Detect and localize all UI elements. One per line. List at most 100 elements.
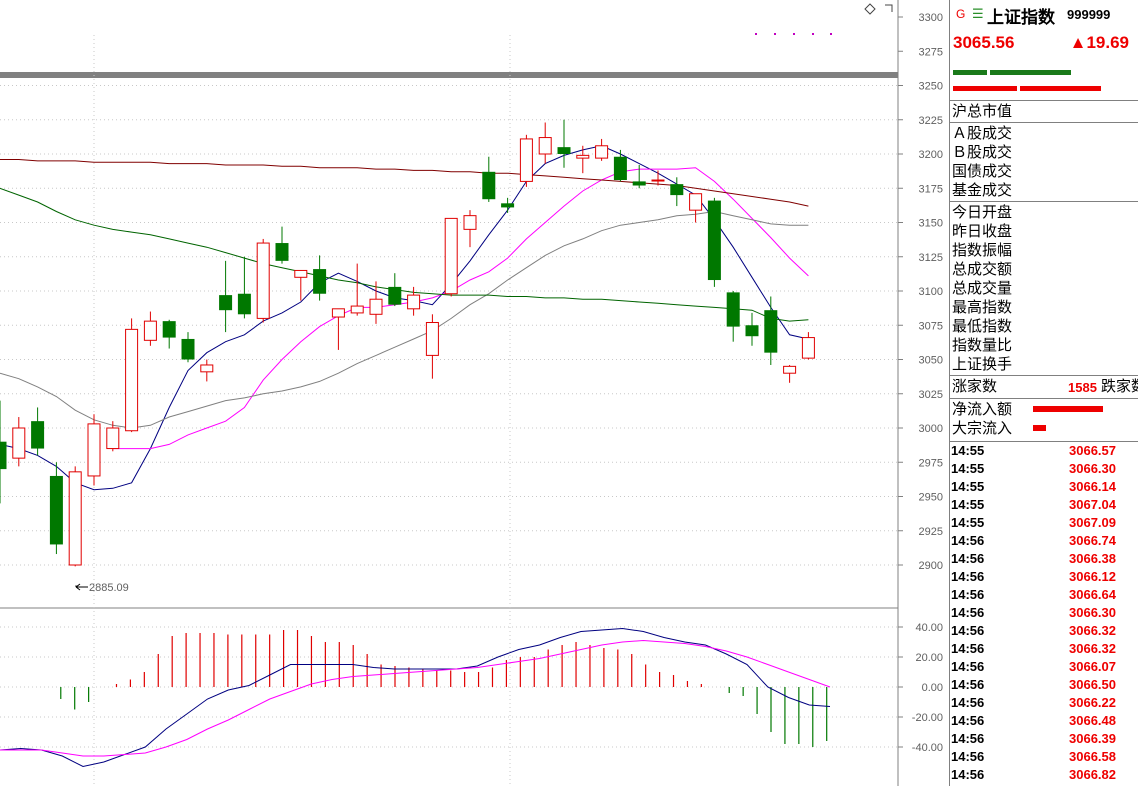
tick-row: 14:56 3066.50 — [950, 676, 1138, 694]
tick-price: 3066.12 — [1069, 569, 1116, 584]
tick-list[interactable]: 14:55 3066.57 14:55 3066.30 14:55 3066.14 14:5… — [950, 441, 1138, 782]
turnover-section: Ａ股成交 Ｂ股成交 国债成交 基金成交 — [950, 122, 1138, 203]
candle-body-up — [256, 242, 270, 319]
tick-row: 14:55 3066.57 — [950, 442, 1138, 460]
price-tick-label: 3250 — [919, 81, 943, 93]
quote-header: G ☰ 上证指数 999999 3065.56 ▲19.69 — [950, 0, 1138, 100]
price-tick-label: 2950 — [919, 492, 943, 504]
candle-body-up — [783, 365, 797, 374]
macd-tick-label: 40.00 — [915, 622, 943, 634]
tick-row: 14:56 3066.82 — [950, 766, 1138, 784]
tick-price: 3066.32 — [1069, 623, 1116, 638]
buy-strength-bar-right — [990, 70, 1071, 75]
net-inflow-label: 净流入额 — [952, 401, 1013, 418]
ma5-line — [0, 145, 809, 491]
tick-time: 14:56 — [951, 695, 985, 710]
tick-time: 14:56 — [951, 749, 985, 764]
g-icon[interactable]: G — [956, 7, 966, 21]
candle-body-up — [331, 308, 345, 318]
market-cap-section: 沪总市值 — [950, 100, 1138, 123]
tick-time: 14:56 — [951, 551, 985, 566]
price-tick-label: 3000 — [919, 423, 943, 435]
low-marker-head — [75, 583, 81, 591]
candle-body-down — [49, 475, 63, 545]
tick-price: 3066.58 — [1069, 749, 1116, 764]
kline-chart-area[interactable]: 3300 3275 3250 3225 3200 3175 3150 3125 3100 3075… — [0, 0, 948, 786]
tick-price: 3066.38 — [1069, 551, 1116, 566]
candle-body-up — [68, 471, 82, 566]
tick-price: 3066.48 — [1069, 713, 1116, 728]
price-tick-label: 3275 — [919, 46, 943, 58]
advancers-count: 1585 — [1068, 380, 1097, 395]
tick-row: 14:55 3067.04 — [950, 496, 1138, 514]
tick-price: 3066.30 — [1069, 461, 1116, 476]
dea-line — [0, 639, 831, 757]
candle-body-up — [294, 269, 308, 278]
high-label: 最高指数 — [952, 299, 1013, 316]
tick-price: 3066.32 — [1069, 641, 1116, 656]
macd-tick-label: -20.00 — [912, 712, 943, 724]
price-change: ▲19.69 — [1069, 33, 1129, 52]
kline-chart[interactable]: 3300 3275 3250 3225 3200 3175 3150 3125 3100 3075… — [0, 0, 948, 786]
tick-row: 14:56 3066.30 — [950, 604, 1138, 622]
macd-tick-label: 20.00 — [915, 652, 943, 664]
candle-body-up — [463, 215, 477, 230]
tick-time: 14:56 — [951, 677, 985, 692]
price-tick-label: 2925 — [919, 526, 943, 538]
dif-line — [0, 627, 831, 768]
advancers-label: 涨家数 — [952, 378, 998, 395]
tick-row: 14:55 3067.09 — [950, 514, 1138, 532]
tick-time: 14:56 — [951, 713, 985, 728]
tick-price: 3066.74 — [1069, 533, 1116, 548]
tick-price: 3066.39 — [1069, 731, 1116, 746]
candle-body-down — [275, 243, 289, 261]
marker-dot — [830, 33, 832, 35]
tick-row: 14:56 3066.58 — [950, 748, 1138, 766]
tick-price: 3066.14 — [1069, 479, 1116, 494]
tick-time: 14:56 — [951, 569, 985, 584]
price-tick-label: 3150 — [919, 218, 943, 230]
tick-price: 3066.82 — [1069, 767, 1116, 782]
candle-body-up — [407, 294, 421, 310]
tick-time: 14:56 — [951, 623, 985, 638]
tick-row: 14:56 3066.48 — [950, 712, 1138, 730]
candle-body-down — [613, 156, 627, 181]
ma120-line — [0, 159, 809, 207]
candle-body-up — [576, 154, 590, 159]
candle-body-down — [745, 325, 759, 337]
price-tick-label: 2900 — [919, 560, 943, 572]
candlesticks[interactable] — [0, 119, 815, 567]
tick-time: 14:56 — [951, 731, 985, 746]
marker-dot — [812, 33, 814, 35]
corner-icon — [885, 4, 893, 12]
tick-row: 14:56 3066.64 — [950, 586, 1138, 604]
price-tick-label: 3075 — [919, 320, 943, 332]
candle-body-up — [87, 423, 101, 477]
price-tick-label: 3300 — [919, 12, 943, 24]
menu-icon[interactable]: ☰ — [972, 6, 984, 21]
candle-body-up — [143, 320, 157, 341]
tick-row: 14:56 3066.22 — [950, 694, 1138, 712]
ma60-line — [0, 187, 809, 322]
price-tick-label: 3050 — [919, 355, 943, 367]
candle-body-down — [219, 295, 233, 311]
tick-price: 3066.64 — [1069, 587, 1116, 602]
tick-row: 14:56 3066.32 — [950, 640, 1138, 658]
low-marker-label: 2885.09 — [89, 582, 129, 594]
tick-time: 14:55 — [951, 461, 985, 476]
tick-time: 14:56 — [951, 641, 985, 656]
macd-tick-label: 0.00 — [922, 682, 943, 694]
tick-price: 3066.57 — [1069, 443, 1116, 458]
tick-time: 14:56 — [951, 659, 985, 674]
tick-time: 14:55 — [951, 443, 985, 458]
tick-row: 14:55 3066.30 — [950, 460, 1138, 478]
tick-time: 14:55 — [951, 515, 985, 530]
price-tick-label: 3100 — [919, 286, 943, 298]
candle-body-up — [538, 137, 552, 155]
candle-body-up — [200, 364, 214, 373]
index-name: 上证指数 — [987, 8, 1055, 27]
price-tick-label: 2975 — [919, 457, 943, 469]
candle-body-down — [501, 203, 515, 208]
candle-body-down — [707, 200, 721, 281]
macd-indicator — [0, 627, 831, 768]
